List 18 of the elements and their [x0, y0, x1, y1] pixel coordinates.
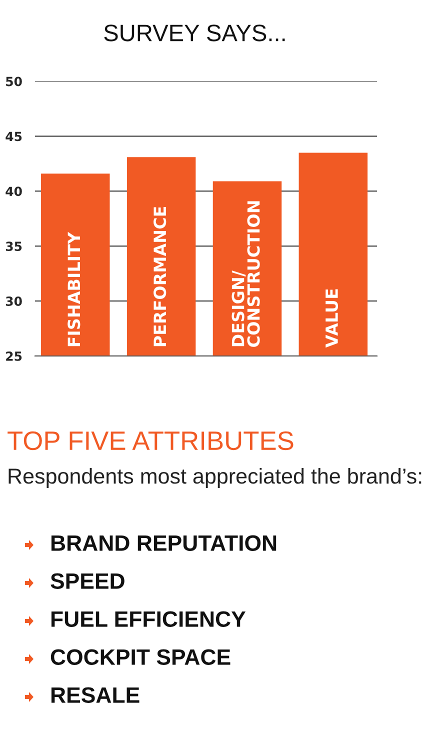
- text: SPEED: [50, 573, 124, 589]
- text: FUEL EFFICIENCY: [51, 611, 246, 627]
- x-tick-label: DESIGN/ CONSTRUCTION: [232, 201, 260, 347]
- text: TOP FIVE ATTRIBUTES: [8, 431, 294, 450]
- y-tick-label: 40: [6, 186, 22, 196]
- x-tick-label: FISHABILITY: [68, 232, 80, 346]
- y-tick-label: 45: [6, 132, 22, 142]
- text: BRAND REPUTATION: [51, 535, 276, 551]
- y-tick-label: 50: [6, 76, 22, 86]
- x-tick-label: PERFORMANCE: [154, 207, 166, 346]
- text: Respondents most appreciated the brand’s:: [8, 468, 422, 488]
- x-tick-label: VALUE: [326, 289, 338, 348]
- text: COCKPIT SPACE: [50, 649, 230, 665]
- y-tick-label: 30: [6, 296, 22, 306]
- y-tick-label: 35: [6, 242, 22, 252]
- y-tick-label: 25: [6, 351, 22, 361]
- chart-title: SURVEY SAYS...: [104, 24, 285, 42]
- text: RESALE: [51, 687, 140, 703]
